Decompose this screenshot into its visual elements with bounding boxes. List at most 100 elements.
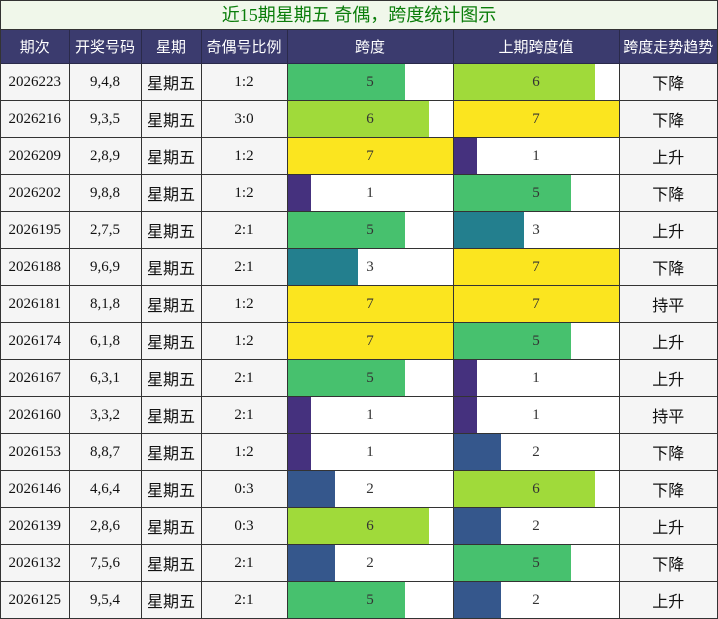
trend-cell: 下降 — [619, 248, 717, 286]
issue-cell: 2026216 — [1, 100, 70, 138]
prev-span-bar — [453, 175, 572, 211]
table-row: 2026146 4,6,4 星期五 0:3 2 6 下降 — [1, 470, 717, 508]
numbers-cell: 9,6,9 — [69, 248, 142, 286]
header-weekday: 星期 — [141, 30, 202, 64]
span-cell: 7 — [287, 322, 454, 360]
prev-span-bar — [453, 101, 619, 137]
issue-cell: 2026188 — [1, 248, 70, 286]
issue-cell: 2026153 — [1, 433, 70, 471]
header-prev-span: 上期跨度值 — [453, 30, 620, 64]
header-trend: 跨度走势趋势 — [619, 30, 717, 64]
span-label: 2 — [366, 480, 374, 497]
table-row: 2026209 2,8,9 星期五 1:2 7 1 上升 — [1, 137, 717, 175]
trend-cell: 上升 — [619, 507, 717, 545]
weekday-cell: 星期五 — [141, 174, 202, 212]
prev-span-bar — [453, 249, 619, 285]
span-bar — [287, 471, 335, 507]
span-label: 7 — [366, 147, 374, 164]
issue-cell: 2026139 — [1, 507, 70, 545]
header-row: 期次 开奖号码 星期 奇偶号比例 跨度 上期跨度值 跨度走势趋势 — [1, 30, 717, 64]
trend-cell: 上升 — [619, 211, 717, 249]
numbers-cell: 9,4,8 — [69, 63, 142, 101]
issue-cell: 2026209 — [1, 137, 70, 175]
span-label: 1 — [366, 184, 374, 201]
span-cell: 2 — [287, 544, 454, 582]
prev-span-bar — [453, 138, 478, 174]
ratio-cell: 1:2 — [201, 285, 288, 323]
prev-span-bar — [453, 323, 572, 359]
trend-cell: 下降 — [619, 100, 717, 138]
prev-span-label: 2 — [532, 517, 540, 534]
span-bar — [287, 323, 453, 359]
table-row: 2026223 9,4,8 星期五 1:2 5 6 下降 — [1, 63, 717, 101]
table-row: 2026181 8,1,8 星期五 1:2 7 7 持平 — [1, 285, 717, 323]
table-row: 2026160 3,3,2 星期五 2:1 1 1 持平 — [1, 396, 717, 434]
header-span: 跨度 — [287, 30, 454, 64]
ratio-cell: 2:1 — [201, 581, 288, 618]
table-row: 2026216 9,3,5 星期五 3:0 6 7 下降 — [1, 100, 717, 138]
ratio-cell: 2:1 — [201, 544, 288, 582]
prev-span-bar — [453, 397, 478, 433]
span-label: 6 — [366, 517, 374, 534]
weekday-cell: 星期五 — [141, 322, 202, 360]
trend-cell: 上升 — [619, 359, 717, 397]
numbers-cell: 2,8,9 — [69, 137, 142, 175]
prev-span-label: 1 — [532, 147, 540, 164]
span-cell: 1 — [287, 433, 454, 471]
table-row: 2026139 2,8,6 星期五 0:3 6 2 上升 — [1, 507, 717, 545]
issue-cell: 2026132 — [1, 544, 70, 582]
prev-span-cell: 1 — [453, 137, 620, 175]
prev-span-cell: 5 — [453, 544, 620, 582]
span-cell: 3 — [287, 248, 454, 286]
numbers-cell: 6,3,1 — [69, 359, 142, 397]
prev-span-cell: 2 — [453, 507, 620, 545]
ratio-cell: 1:2 — [201, 174, 288, 212]
table-row: 2026153 8,8,7 星期五 1:2 1 2 下降 — [1, 433, 717, 471]
prev-span-cell: 3 — [453, 211, 620, 249]
trend-cell: 下降 — [619, 433, 717, 471]
numbers-cell: 8,1,8 — [69, 285, 142, 323]
numbers-cell: 2,8,6 — [69, 507, 142, 545]
span-bar — [287, 508, 429, 544]
span-cell: 6 — [287, 100, 454, 138]
table-row: 2026202 9,8,8 星期五 1:2 1 5 下降 — [1, 174, 717, 212]
span-cell: 1 — [287, 396, 454, 434]
span-bar — [287, 212, 406, 248]
span-label: 5 — [366, 591, 374, 608]
weekday-cell: 星期五 — [141, 433, 202, 471]
span-cell: 5 — [287, 63, 454, 101]
span-cell: 1 — [287, 174, 454, 212]
trend-cell: 上升 — [619, 137, 717, 175]
issue-cell: 2026202 — [1, 174, 70, 212]
prev-span-bar — [453, 471, 595, 507]
span-bar — [287, 286, 453, 322]
prev-span-bar — [453, 286, 619, 322]
prev-span-cell: 5 — [453, 322, 620, 360]
span-bar — [287, 582, 406, 618]
numbers-cell: 9,5,4 — [69, 581, 142, 618]
span-cell: 5 — [287, 581, 454, 618]
prev-span-label: 7 — [532, 110, 540, 127]
span-cell: 6 — [287, 507, 454, 545]
prev-span-label: 2 — [532, 591, 540, 608]
prev-span-label: 7 — [532, 258, 540, 275]
weekday-cell: 星期五 — [141, 359, 202, 397]
prev-span-label: 1 — [532, 369, 540, 386]
table-row: 2026195 2,7,5 星期五 2:1 5 3 上升 — [1, 211, 717, 249]
ratio-cell: 1:2 — [201, 137, 288, 175]
trend-cell: 下降 — [619, 470, 717, 508]
prev-span-cell: 5 — [453, 174, 620, 212]
weekday-cell: 星期五 — [141, 470, 202, 508]
trend-cell: 上升 — [619, 322, 717, 360]
ratio-cell: 1:2 — [201, 322, 288, 360]
prev-span-label: 6 — [532, 480, 540, 497]
numbers-cell: 3,3,2 — [69, 396, 142, 434]
span-label: 6 — [366, 110, 374, 127]
span-label: 1 — [366, 443, 374, 460]
prev-span-cell: 1 — [453, 359, 620, 397]
table-row: 2026167 6,3,1 星期五 2:1 5 1 上升 — [1, 359, 717, 397]
span-label: 5 — [366, 221, 374, 238]
ratio-cell: 2:1 — [201, 359, 288, 397]
prev-span-cell: 7 — [453, 285, 620, 323]
